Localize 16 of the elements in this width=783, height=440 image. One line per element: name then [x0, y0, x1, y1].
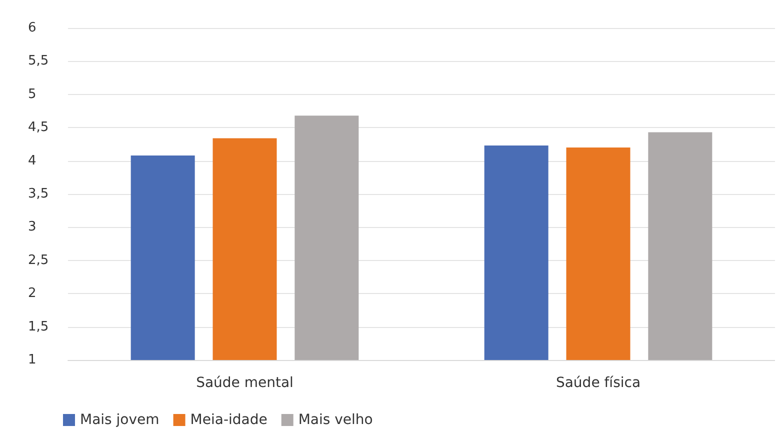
- legend-label: Mais velho: [298, 412, 373, 428]
- y-tick-label: 4,5: [28, 120, 49, 136]
- y-tick-label: 4: [28, 153, 36, 168]
- legend-label: Mais jovem: [80, 412, 160, 428]
- y-tick-label: 3: [28, 220, 36, 235]
- legend-label: Meia-idade: [190, 412, 268, 428]
- y-tick-label: 2,5: [28, 252, 49, 268]
- y-tick-label: 2: [28, 286, 36, 302]
- y-tick-label: 5: [28, 86, 36, 102]
- x-tick-label: Saúde física: [556, 375, 641, 391]
- x-tick-label: Saúde mental: [196, 375, 294, 391]
- y-tick-label: 5,5: [28, 54, 49, 69]
- y-tick-label: 1,5: [28, 319, 49, 334]
- y-tick-label: 1: [28, 352, 36, 368]
- y-tick-label: 6: [28, 20, 36, 36]
- y-tick-label: 3,5: [28, 186, 49, 202]
